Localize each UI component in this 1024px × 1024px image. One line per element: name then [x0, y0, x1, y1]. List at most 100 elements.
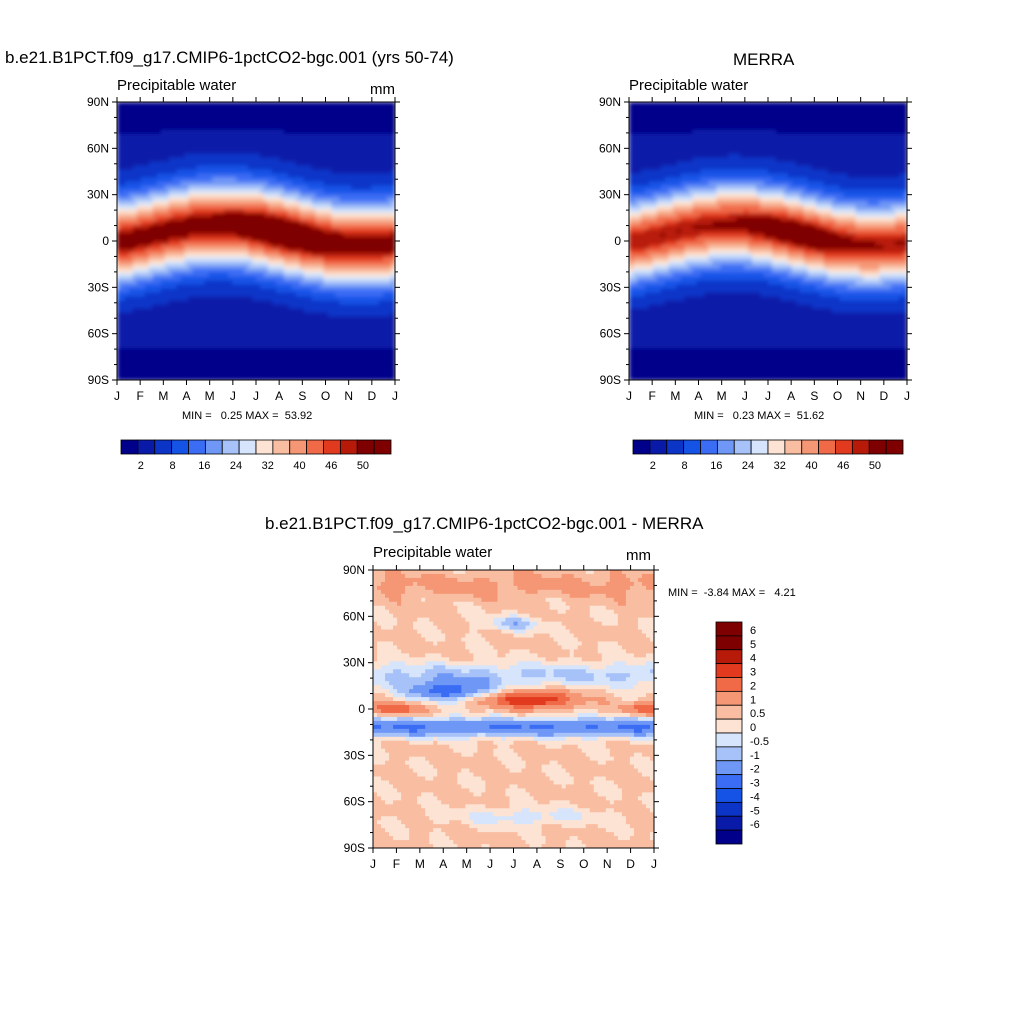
- heatmap-cell: [775, 102, 781, 107]
- heatmap-cell: [299, 141, 305, 147]
- heatmap-cell: [184, 328, 190, 333]
- heatmap-cell: [363, 153, 368, 159]
- heatmap-cell: [248, 229, 253, 234]
- heatmap-cell: [383, 268, 388, 274]
- heatmap-cell: [299, 173, 305, 179]
- heatmap-cell: [295, 153, 301, 159]
- heatmap-cell: [267, 312, 273, 318]
- heatmap-cell: [323, 304, 329, 310]
- heatmap-cell: [748, 102, 753, 107]
- heatmap-cell: [279, 197, 285, 202]
- heatmap-cell: [196, 292, 201, 298]
- heatmap-cell: [379, 165, 384, 171]
- heatmap-cell: [311, 328, 317, 333]
- heatmap-cell: [212, 149, 217, 155]
- heatmap-cell: [180, 185, 186, 190]
- heatmap-cell: [224, 237, 229, 242]
- heatmap-cell: [315, 165, 321, 171]
- heatmap-cell: [248, 340, 253, 345]
- heatmap-cell: [263, 364, 269, 369]
- heatmap-cell: [383, 288, 388, 294]
- heatmap-cell: [311, 109, 317, 115]
- heatmap-cell: [387, 225, 392, 230]
- heatmap-cell: [220, 201, 225, 206]
- heatmap-cell: [140, 300, 146, 306]
- heatmap-cell: [295, 304, 301, 310]
- heatmap-cell: [208, 304, 213, 310]
- heatmap-cell: [307, 252, 313, 258]
- heatmap-cell: [140, 149, 146, 155]
- heatmap-cell: [319, 248, 325, 254]
- heatmap-cell: [148, 153, 154, 159]
- heatmap-cell: [343, 141, 348, 147]
- heatmap-cell: [256, 181, 261, 186]
- heatmap-cell: [136, 320, 142, 325]
- heatmap-cell: [248, 328, 253, 333]
- heatmap-cell: [287, 129, 293, 135]
- heatmap-cell: [299, 105, 305, 111]
- heatmap-cell: [124, 244, 130, 250]
- heatmap-cell: [144, 348, 150, 353]
- heatmap-cell: [327, 233, 333, 238]
- heatmap-cell: [256, 109, 261, 115]
- heatmap-cell: [299, 133, 305, 139]
- heatmap-cell: [335, 368, 340, 373]
- heatmap-cell: [196, 272, 201, 278]
- heatmap-cell: [248, 260, 253, 266]
- heatmap-cell: [168, 209, 174, 214]
- heatmap-cell: [160, 344, 166, 349]
- heatmap-cell: [315, 368, 321, 373]
- heatmap-cell: [204, 336, 209, 341]
- heatmap-cell: [208, 121, 213, 127]
- heatmap-cell: [117, 121, 122, 127]
- heatmap-cell: [319, 225, 325, 230]
- heatmap-cell: [252, 280, 257, 286]
- heatmap-cell: [371, 372, 376, 377]
- heatmap-cell: [307, 181, 313, 186]
- heatmap-cell: [339, 233, 344, 238]
- heatmap-cell: [196, 237, 201, 242]
- heatmap-cell: [164, 209, 170, 214]
- heatmap-cell: [287, 260, 293, 266]
- heatmap-cell: [319, 340, 325, 345]
- heatmap-cell: [156, 149, 162, 155]
- heatmap-cell: [180, 153, 186, 159]
- heatmap-cell: [180, 264, 186, 270]
- heatmap-cell: [331, 113, 337, 119]
- heatmap-cell: [188, 344, 194, 349]
- heatmap-cell: [192, 296, 198, 302]
- heatmap-cell: [228, 165, 233, 171]
- heatmap-cell: [120, 304, 126, 310]
- heatmap-cell: [375, 248, 380, 254]
- heatmap-cell: [244, 213, 249, 218]
- heatmap-cell: [228, 237, 233, 242]
- heatmap-cell: [128, 328, 134, 333]
- heatmap-cell: [311, 276, 317, 282]
- heatmap-cell: [208, 213, 213, 218]
- heatmap-cell: [196, 256, 201, 262]
- heatmap-cell: [327, 288, 333, 294]
- heatmap-cell: [236, 113, 241, 119]
- heatmap-cell: [343, 161, 348, 167]
- heatmap-cell: [152, 121, 158, 127]
- heatmap-cell: [132, 161, 138, 167]
- heatmap-cell: [132, 125, 138, 131]
- heatmap-cell: [263, 256, 269, 262]
- heatmap-cell: [117, 173, 122, 179]
- heatmap-cell: [343, 372, 348, 377]
- heatmap-cell: [240, 332, 245, 337]
- heatmap-cell: [271, 161, 277, 167]
- heatmap-cell: [375, 288, 380, 294]
- heatmap-cell: [375, 225, 380, 230]
- heatmap-cell: [283, 241, 289, 246]
- heatmap-cell: [208, 165, 213, 171]
- heatmap-cell: [244, 260, 249, 266]
- heatmap-cell: [327, 320, 333, 325]
- heatmap-cell: [156, 316, 162, 322]
- heatmap-cell: [120, 173, 126, 179]
- heatmap-cell: [252, 360, 257, 365]
- heatmap-cell: [216, 221, 221, 226]
- heatmap-cell: [128, 105, 134, 111]
- heatmap-cell: [331, 233, 337, 238]
- heatmap-cell: [152, 376, 158, 380]
